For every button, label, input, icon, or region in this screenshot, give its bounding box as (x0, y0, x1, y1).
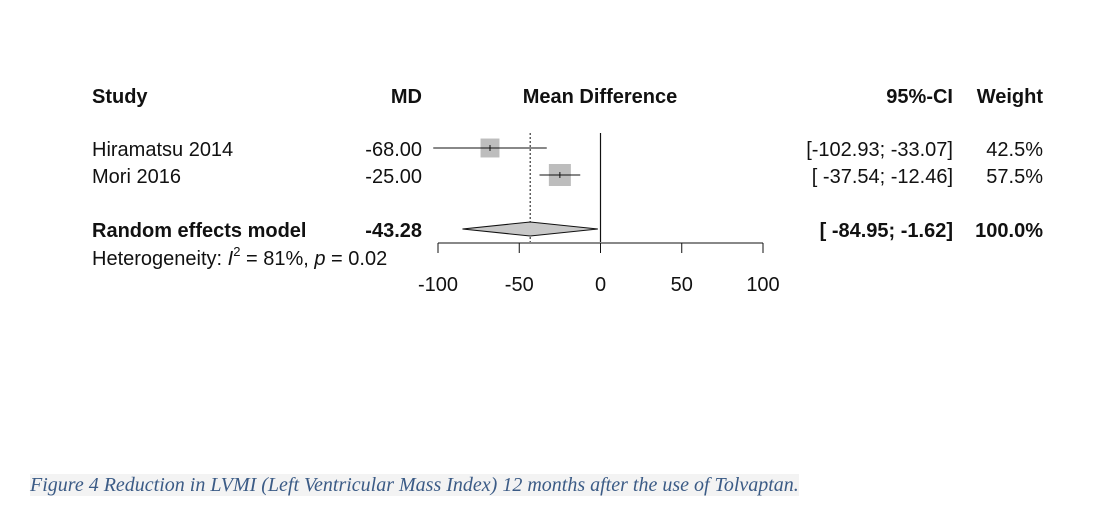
forest-plot: Study MD Mean Difference 95%-CI Weight H… (92, 86, 1044, 296)
pooled-md: -43.28 (365, 220, 422, 242)
x-axis-tick-label: 0 (595, 274, 606, 296)
x-axis-tick-label: 100 (746, 274, 779, 296)
study-md-2: -25.00 (365, 166, 422, 188)
study-name-2: Mori 2016 (92, 166, 181, 188)
x-axis-tick-label: 50 (671, 274, 693, 296)
header-md: MD (391, 86, 422, 108)
study-md-1: -68.00 (365, 139, 422, 161)
study-weight-1: 42.5% (986, 139, 1043, 161)
x-axis-tick-label: -50 (505, 274, 534, 296)
header-study: Study (92, 86, 148, 108)
pooled-weight: 100.0% (975, 220, 1043, 242)
pooled-ci: [ -84.95; -1.62] (820, 220, 953, 242)
header-mean-difference: Mean Difference (523, 86, 678, 108)
study-ci-2: [ -37.54; -12.46] (812, 166, 953, 188)
heterogeneity-text: Heterogeneity: I2 = 81%, p = 0.02 (92, 244, 387, 270)
header-ci: 95%-CI (886, 86, 953, 108)
pooled-diamond (462, 221, 598, 237)
x-axis-tick-label: -100 (418, 274, 458, 296)
pooled-name: Random effects model (92, 220, 306, 242)
study-ci-1: [-102.93; -33.07] (806, 139, 953, 161)
study-name-1: Hiramatsu 2014 (92, 139, 233, 161)
study-weight-2: 57.5% (986, 166, 1043, 188)
caption-text: Reduction in LVMI (Left Ventricular Mass… (98, 474, 799, 496)
figure-caption: Figure 4 Reduction in LVMI (Left Ventric… (30, 474, 799, 497)
caption-label: Figure 4 (30, 474, 99, 496)
header-weight: Weight (977, 86, 1044, 108)
plot-marks: -100 -50 0 50 100 (418, 133, 780, 296)
